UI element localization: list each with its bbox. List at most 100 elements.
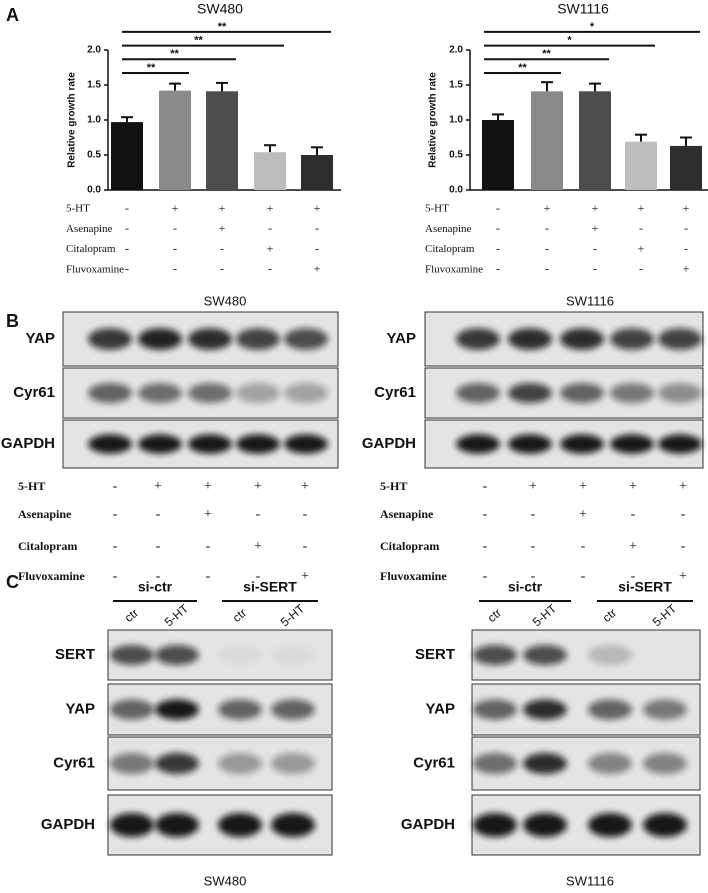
blot-band <box>236 328 280 350</box>
row-label: SERT <box>55 646 95 663</box>
blot-band <box>643 752 687 775</box>
treatment-name: Asenapine <box>66 223 113 235</box>
blot-band <box>284 328 328 350</box>
blot-caption: SW1116 <box>566 873 614 888</box>
treatment-name: Asenapine <box>425 223 472 235</box>
treatment-sign: + <box>301 569 309 584</box>
treatment-name: Asenapine <box>18 507 72 521</box>
blot-band <box>110 645 154 665</box>
blot-band <box>473 752 517 775</box>
treatment-name: Citalopram <box>66 243 116 255</box>
blot-band <box>218 752 262 775</box>
treatment-sign: - <box>220 241 224 255</box>
treatment-sign: + <box>629 539 637 554</box>
significance-label: ** <box>518 62 527 74</box>
group-label: si-ctr <box>508 579 543 595</box>
treatment-sign: - <box>581 569 586 584</box>
treatment-sign: - <box>593 262 597 276</box>
bar <box>625 141 657 190</box>
blot-band <box>456 383 500 403</box>
treatment-name: 5-HT <box>380 479 407 493</box>
blot-band <box>588 645 632 665</box>
row-label: GAPDH <box>41 816 95 833</box>
bar <box>254 152 286 190</box>
treatment-sign: - <box>531 539 536 554</box>
row-label: Cyr61 <box>374 384 416 401</box>
bar <box>206 91 238 190</box>
significance-label: ** <box>194 35 203 47</box>
blot-band <box>218 645 262 665</box>
row-label: GAPDH <box>362 435 416 452</box>
bar <box>159 90 191 190</box>
blot-band <box>588 699 632 720</box>
treatment-sign: - <box>125 201 129 215</box>
bar <box>111 122 143 190</box>
y-tick-label: 1.5 <box>449 80 463 91</box>
blot-band <box>138 383 182 403</box>
treatment-sign: - <box>303 539 308 554</box>
treatment-sign: - <box>483 479 488 494</box>
blot-band <box>110 699 154 720</box>
blot-band <box>88 328 132 350</box>
treatment-sign: - <box>545 262 549 276</box>
treatment-sign: - <box>113 569 118 584</box>
treatment-sign: - <box>268 262 272 276</box>
treatment-sign: - <box>483 539 488 554</box>
bar <box>301 155 333 190</box>
treatment-sign: + <box>219 201 226 215</box>
treatment-sign: + <box>204 507 212 522</box>
blot-band <box>155 699 199 720</box>
treatment-sign: + <box>154 479 162 494</box>
treatment-sign: - <box>496 201 500 215</box>
blot-caption: SW480 <box>204 873 247 888</box>
treatment-sign: - <box>496 262 500 276</box>
blot-band <box>658 434 702 454</box>
treatment-name: Fluvoxamine <box>66 263 124 275</box>
treatment-name: Asenapine <box>380 507 434 521</box>
y-axis-label: Relative growth rate <box>428 72 439 168</box>
treatment-sign: - <box>113 507 118 522</box>
treatment-sign: - <box>206 569 211 584</box>
treatment-sign: - <box>125 262 129 276</box>
significance-label: ** <box>542 48 551 60</box>
treatment-sign: + <box>579 507 587 522</box>
treatment-sign: + <box>638 241 645 255</box>
treatment-sign: - <box>631 507 636 522</box>
bar <box>531 91 563 190</box>
blot-band <box>138 434 182 454</box>
row-label: Cyr61 <box>13 384 55 401</box>
blot-band <box>560 434 604 454</box>
chart-title: SW1116 <box>557 1 609 17</box>
treatment-sign: + <box>638 201 645 215</box>
treatment-sign: + <box>529 479 537 494</box>
blot-band <box>456 434 500 454</box>
blot-band <box>88 434 132 454</box>
row-label: YAP <box>66 700 95 717</box>
treatment-sign: + <box>267 201 274 215</box>
blot-band <box>560 328 604 350</box>
treatment-sign: - <box>681 507 686 522</box>
blot-band <box>658 383 702 403</box>
treatment-sign: + <box>314 262 321 276</box>
y-axis-label: Relative growth rate <box>67 72 78 168</box>
treatment-name: Fluvoxamine <box>425 263 483 275</box>
lane-label: ctr <box>230 606 249 625</box>
blot-band <box>523 813 567 837</box>
significance-label: ** <box>218 21 227 33</box>
y-tick-label: 1.5 <box>87 80 101 91</box>
blot-band <box>218 699 262 720</box>
treatment-sign: + <box>204 479 212 494</box>
treatment-sign: - <box>256 569 261 584</box>
treatment-sign: + <box>544 201 551 215</box>
row-label: YAP <box>26 330 55 347</box>
treatment-sign: - <box>156 507 161 522</box>
lane-label: ctr <box>600 606 619 625</box>
lane-label: 5-HT <box>162 601 192 629</box>
y-tick-label: 1.0 <box>87 115 101 126</box>
blot-band <box>643 699 687 720</box>
treatment-name: Citalopram <box>380 539 439 553</box>
blot-band <box>236 434 280 454</box>
y-tick-label: 0.0 <box>449 185 463 196</box>
lane-label: 5-HT <box>650 601 680 629</box>
row-label: Cyr61 <box>53 754 95 771</box>
